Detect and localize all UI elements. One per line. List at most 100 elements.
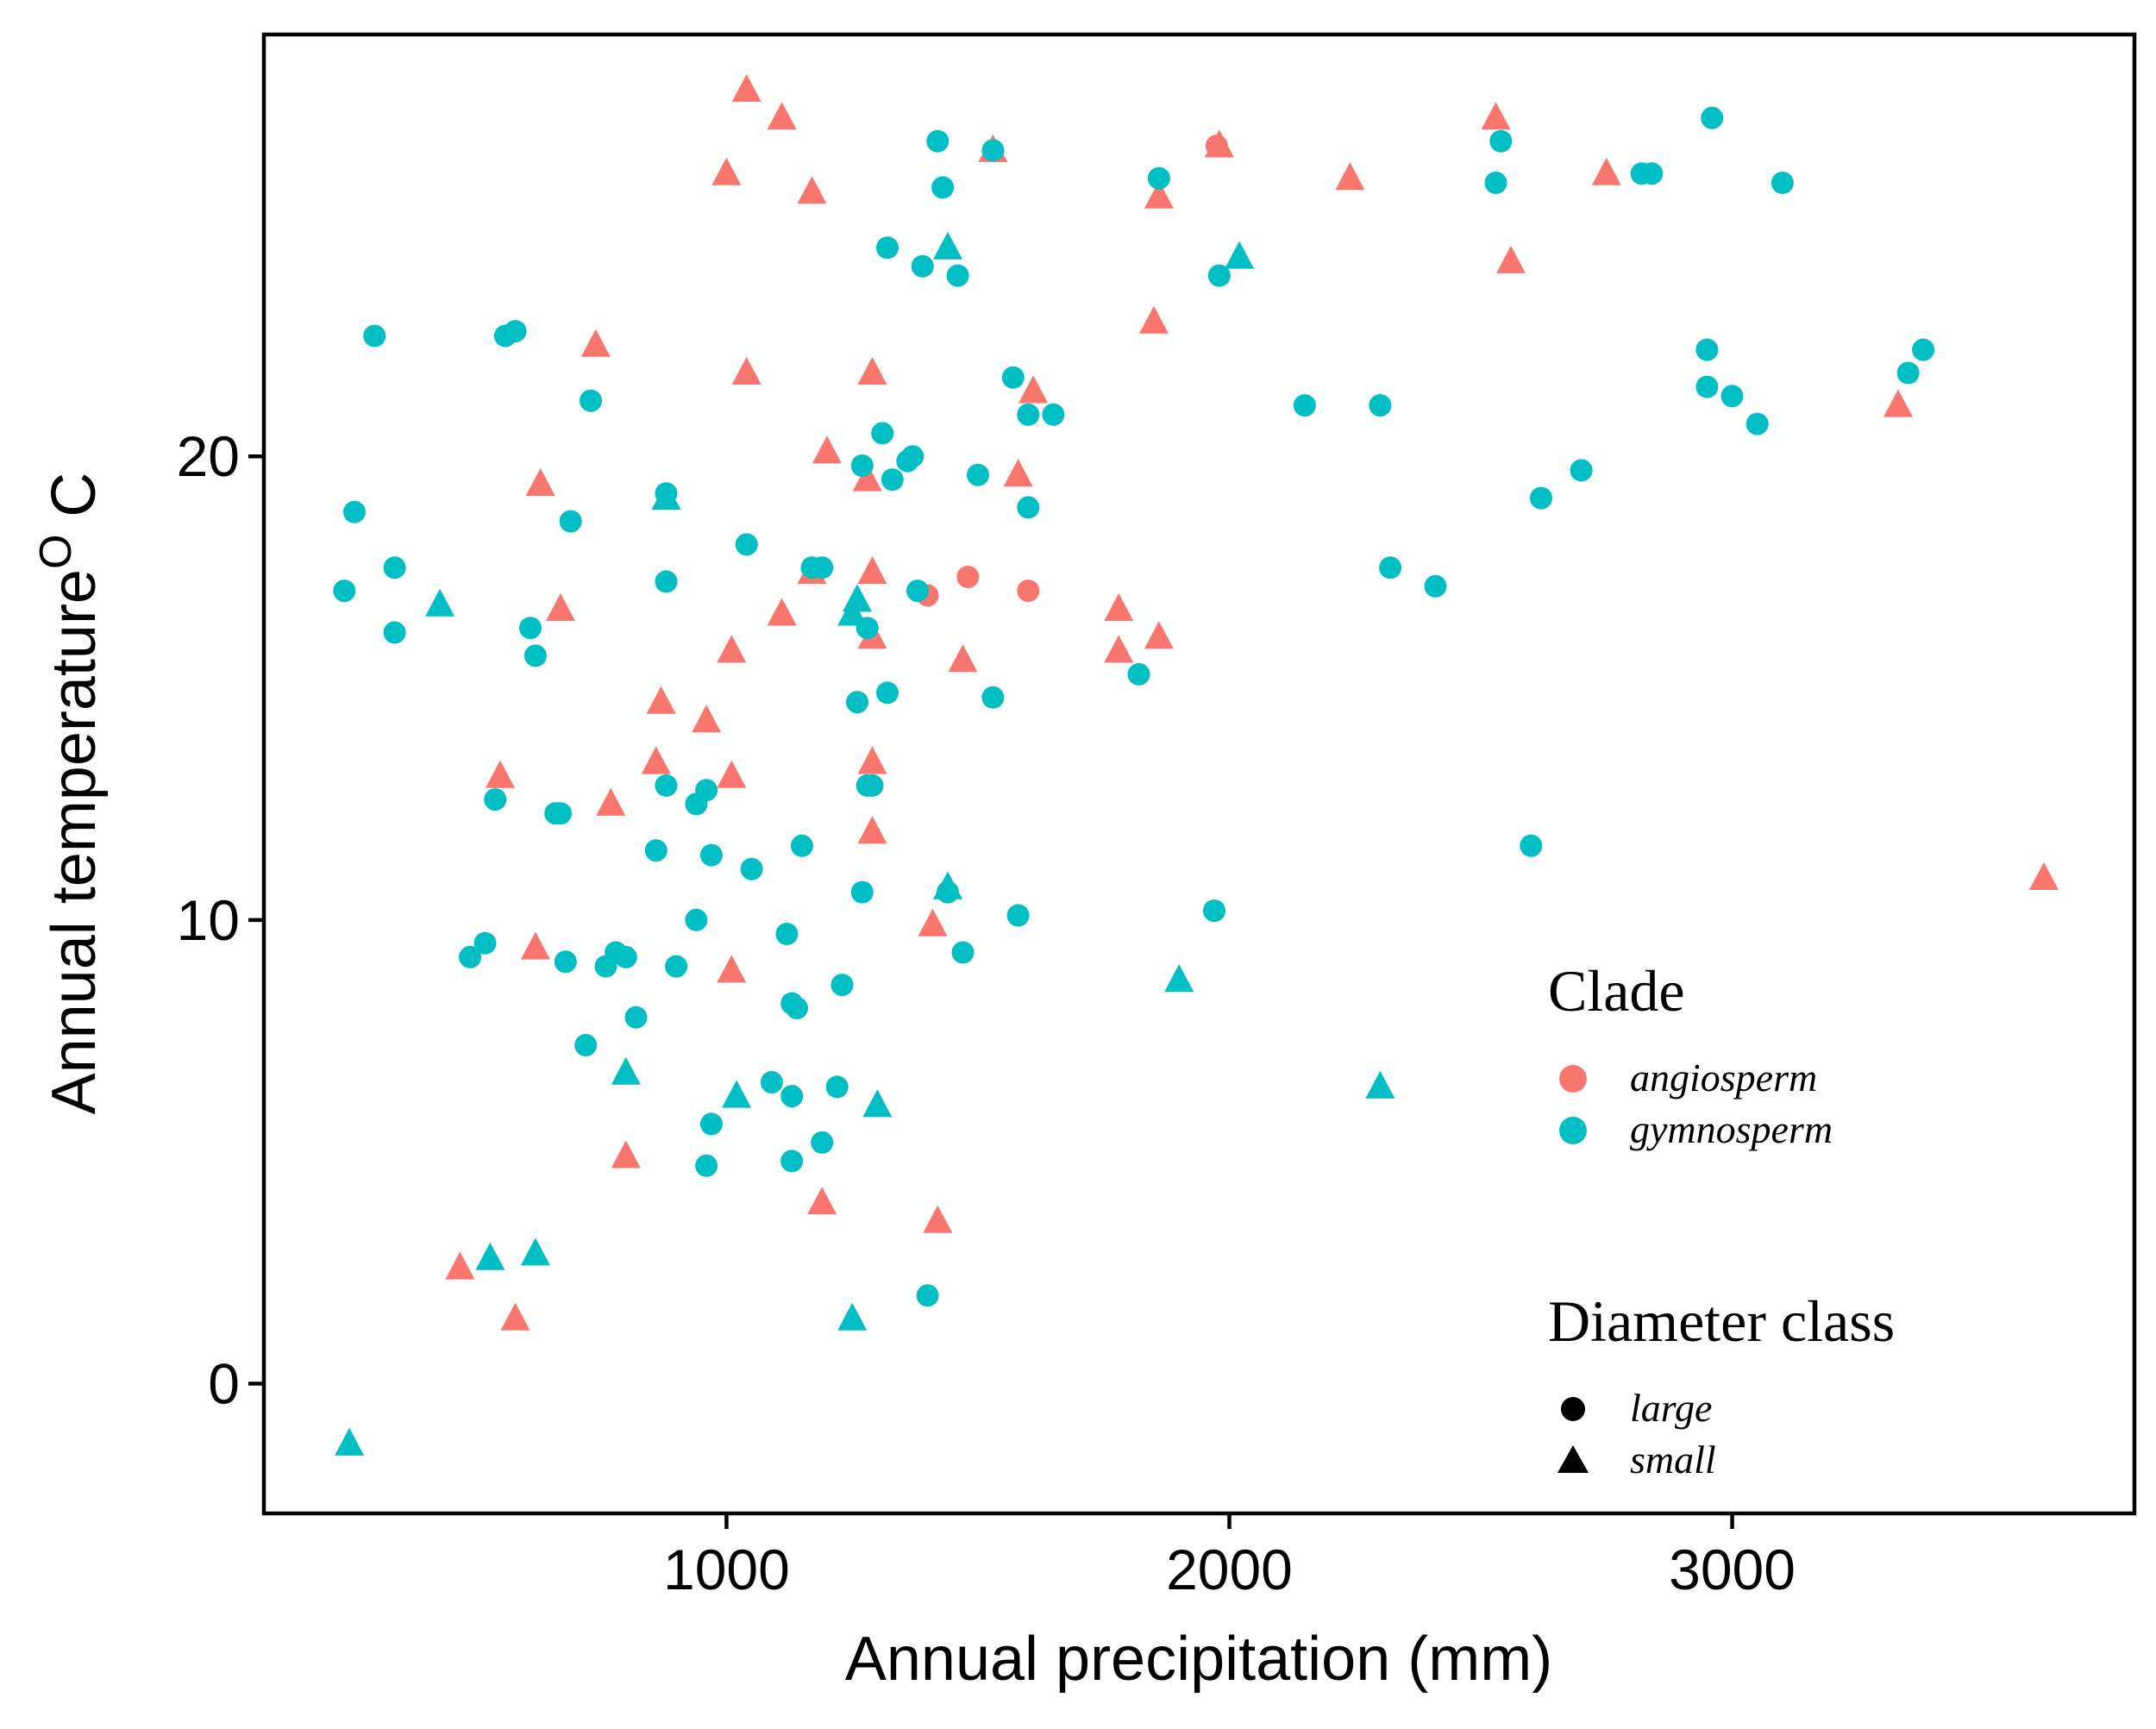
y-tick-label: 10 (177, 888, 240, 952)
data-point-angiosperm-small (1104, 635, 1134, 663)
data-point-angiosperm-small (1104, 593, 1134, 622)
data-point-gymnosperm-large (519, 617, 542, 640)
data-point-gymnosperm-large (786, 997, 808, 1019)
data-point-gymnosperm-small (837, 1302, 868, 1331)
data-point-gymnosperm-large (881, 468, 904, 492)
data-point-gymnosperm-large (1695, 375, 1719, 398)
data-point-gymnosperm-large (1484, 172, 1507, 194)
data-point-gymnosperm-large (383, 556, 406, 579)
data-point-gymnosperm-large (850, 454, 874, 477)
data-point-gymnosperm-large (1006, 904, 1030, 927)
data-point-angiosperm-small (717, 635, 747, 663)
data-point-gymnosperm-large (699, 1112, 723, 1136)
data-point-gymnosperm-large (1530, 486, 1552, 510)
data-point-angiosperm-small (646, 686, 676, 714)
data-point-gymnosperm-small (933, 871, 962, 899)
data-point-gymnosperm-large (861, 774, 884, 797)
legend-clade: Clade angiosperm gymnosperm (1548, 958, 1833, 1151)
data-point-angiosperm-small (767, 102, 797, 130)
data-point-gymnosperm-large (1771, 172, 1794, 194)
data-point-gymnosperm-large (967, 463, 989, 486)
data-point-gymnosperm-large (981, 139, 1005, 162)
data-point-angiosperm-small (1144, 180, 1174, 209)
data-point-gymnosperm-large (343, 500, 366, 523)
data-point-gymnosperm-large (1042, 403, 1065, 426)
data-point-angiosperm-small (923, 1205, 953, 1233)
x-tick-label: 1000 (663, 1538, 790, 1601)
data-point-angiosperm-small (1335, 162, 1365, 191)
data-point-angiosperm-small (857, 356, 887, 385)
data-point-gymnosperm-large (896, 449, 919, 473)
legend-diameter-title: Diameter class (1548, 1288, 1895, 1354)
data-point-gymnosperm-small (862, 1089, 893, 1118)
data-point-gymnosperm-large (846, 691, 868, 714)
axes-layer (261, 32, 2137, 1516)
data-point-gymnosperm-large (830, 974, 854, 997)
legend-gymnosperm-key (1559, 1117, 1587, 1144)
data-point-gymnosperm-large (655, 570, 678, 593)
y-axis-label-unit: C (40, 473, 109, 535)
data-point-gymnosperm-large (695, 779, 718, 802)
x-tick-label: 2000 (1166, 1538, 1293, 1601)
data-point-angiosperm-small (711, 157, 742, 185)
data-point-angiosperm-small (1496, 245, 1526, 273)
data-point-gymnosperm-large (1720, 385, 1744, 408)
data-point-angiosperm-small (500, 1302, 530, 1331)
data-point-gymnosperm-large (699, 843, 723, 867)
data-point-gymnosperm-large (504, 320, 527, 343)
data-point-angiosperm-small (857, 816, 887, 844)
data-point-gymnosperm-large (549, 802, 572, 825)
data-point-gymnosperm-large (871, 422, 894, 445)
data-point-gymnosperm-large (735, 533, 758, 556)
data-point-gymnosperm-large (790, 834, 813, 857)
data-point-gymnosperm-large (876, 236, 899, 260)
data-point-angiosperm-small (717, 760, 747, 788)
legend-small-label: small (1630, 1438, 1716, 1482)
legend-large-label: large (1630, 1386, 1712, 1430)
data-point-gymnosperm-large (906, 579, 929, 603)
data-point-gymnosperm-small (520, 1237, 550, 1266)
data-point-angiosperm-large (956, 566, 980, 588)
data-point-gymnosperm-large (383, 621, 406, 644)
legend-gymnosperm-label: gymnosperm (1630, 1107, 1833, 1151)
data-point-angiosperm-small (520, 931, 550, 960)
data-point-gymnosperm-large (780, 1150, 804, 1173)
data-point-gymnosperm-large (1424, 574, 1447, 598)
data-point-angiosperm-large (1017, 579, 1040, 603)
data-point-gymnosperm-large (624, 1005, 648, 1029)
data-point-angiosperm-small (2029, 861, 2059, 890)
data-point-gymnosperm-large (931, 176, 955, 199)
data-point-angiosperm-small (717, 955, 747, 983)
data-point-gymnosperm-large (780, 1085, 804, 1108)
data-point-gymnosperm-large (946, 264, 969, 287)
data-point-gymnosperm-large (850, 880, 874, 904)
data-point-gymnosperm-large (951, 941, 975, 964)
data-point-angiosperm-small (767, 598, 797, 626)
data-point-gymnosperm-large (1379, 556, 1402, 579)
legend-large-key (1561, 1397, 1585, 1421)
data-point-gymnosperm-large (1369, 394, 1392, 417)
data-point-gymnosperm-large (1293, 394, 1316, 417)
data-point-gymnosperm-small (1365, 1070, 1395, 1099)
y-tick-label: 0 (208, 1351, 240, 1415)
legend-diameter: Diameter class large small (1548, 1288, 1895, 1482)
data-point-gymnosperm-large (554, 950, 577, 974)
y-axis-label: Annual temperatureO C (31, 473, 109, 1115)
data-point-gymnosperm-large (1203, 899, 1225, 923)
data-point-angiosperm-small (852, 463, 882, 492)
data-point-gymnosperm-small (1164, 964, 1194, 993)
data-point-gymnosperm-large (740, 857, 763, 880)
data-point-gymnosperm-large (1127, 662, 1150, 686)
data-point-angiosperm-small (525, 467, 555, 496)
data-point-gymnosperm-large (614, 945, 637, 968)
y-axis-label-main: Annual temperature (40, 569, 109, 1114)
data-point-gymnosperm-large (655, 774, 678, 797)
y-axis-ticks: 0 10 20 (177, 424, 264, 1415)
data-point-gymnosperm-small (475, 1242, 505, 1270)
data-point-angiosperm-small (731, 73, 761, 102)
data-point-angiosperm-small (857, 556, 887, 585)
data-point-gymnosperm-large (1912, 338, 1935, 361)
x-axis-label: Annual precipitation (mm) (845, 1625, 1552, 1694)
legend-angiosperm-label: angiosperm (1630, 1056, 1817, 1099)
data-point-angiosperm-small (948, 644, 978, 673)
